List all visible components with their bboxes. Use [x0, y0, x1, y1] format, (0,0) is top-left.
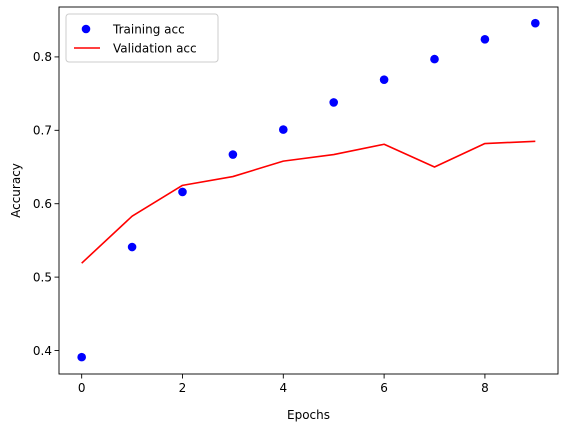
x-axis-label: Epochs — [287, 408, 330, 422]
training-acc-point — [127, 242, 137, 252]
plot-area — [77, 18, 540, 362]
training-acc-point — [178, 187, 187, 197]
training-acc-point — [228, 150, 238, 159]
y-tick-label: 0.5 — [33, 270, 52, 284]
training-acc-point — [480, 35, 490, 44]
x-tick-label: 4 — [279, 381, 287, 395]
legend-training-marker — [81, 24, 91, 34]
y-axis-label: Accuracy — [9, 163, 23, 218]
legend-training-label: Training acc — [112, 23, 185, 37]
x-tick-label: 2 — [179, 381, 187, 395]
training-acc-point — [77, 352, 86, 362]
legend: Training acc Validation acc — [65, 13, 219, 63]
training-acc-point — [531, 18, 540, 28]
y-tick-label: 0.7 — [33, 124, 52, 138]
validation-acc-line — [81, 140, 536, 264]
x-tick-label: 6 — [380, 381, 388, 395]
y-tick-label: 0.8 — [33, 50, 52, 64]
legend-box — [65, 13, 219, 63]
legend-validation-label: Validation acc — [113, 42, 197, 56]
y-tick-label: 0.4 — [33, 344, 52, 358]
training-acc-point — [430, 54, 439, 64]
training-acc-point — [379, 75, 389, 84]
axes-frame — [58, 6, 559, 375]
x-tick-label: 8 — [481, 381, 489, 395]
axis-ticks: 0 2 4 6 8 0.4 0.5 0.6 0.7 0.8 — [33, 50, 489, 395]
training-acc-point — [279, 125, 288, 134]
x-tick-label: 0 — [78, 381, 86, 395]
training-acc-point — [329, 98, 339, 107]
y-tick-label: 0.6 — [33, 197, 52, 211]
